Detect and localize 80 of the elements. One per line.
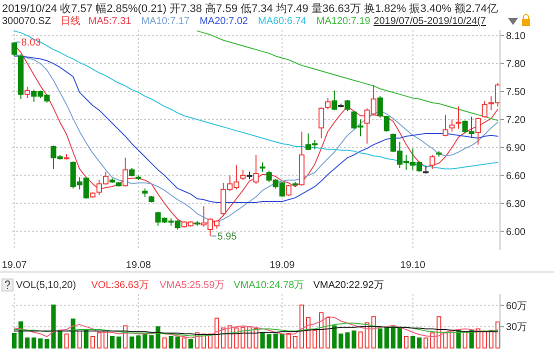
bar [12, 332, 17, 348]
chart-subtitle: 300070.SZ [2, 16, 51, 27]
candlestick [325, 98, 331, 110]
bar [136, 335, 141, 348]
text: MA5:7.31 [88, 16, 132, 27]
bar [188, 339, 193, 348]
text: MA120:7.19 [316, 16, 371, 27]
bar [338, 334, 344, 348]
bar [378, 328, 382, 348]
bar [260, 332, 265, 348]
bar [44, 339, 50, 348]
text: VOL:36.63万 [91, 280, 150, 291]
bar [116, 336, 122, 348]
y-tick-label: 6.60 [506, 170, 526, 182]
bar [397, 326, 402, 348]
bar [32, 337, 36, 348]
bar [110, 336, 115, 348]
candlestick [260, 162, 266, 172]
bar [38, 338, 43, 348]
y-tick-label: 7.50 [506, 87, 526, 98]
line-series [14, 326, 498, 335]
line-series [14, 316, 498, 339]
bar [175, 336, 180, 348]
bar [25, 337, 30, 348]
candlestick [475, 117, 481, 146]
candlestick [482, 100, 488, 118]
candlestick [332, 90, 338, 111]
x-tick-label: 19.09 [270, 260, 296, 271]
candlestick [240, 169, 246, 181]
chart-title: 2019/10/24 收7.57 幅2.85%(0.21) 开7.38 高7.59 低7.34 均7.49 量36.63万 换1.82% 振3.40% 额2.74亿 [2, 2, 498, 15]
bar [142, 334, 148, 348]
y-tick-label: 6.30 [506, 198, 526, 210]
bar [352, 330, 356, 348]
x-tick-label: 19.08 [126, 260, 152, 271]
y-tick-label: 8.10 [506, 31, 526, 42]
text: VMA5:25.59万 [160, 280, 225, 291]
text: VMA10:24.78万 [234, 280, 304, 291]
bar [410, 336, 416, 348]
candlestick [442, 114, 448, 137]
y-tick-label: 60万 [506, 300, 528, 312]
bar [280, 334, 284, 348]
y-tick-label: 6.90 [506, 142, 526, 154]
text: VMA20:22.92万 [313, 280, 384, 291]
candlestick [286, 184, 292, 196]
candlestick [24, 86, 30, 99]
bar [390, 326, 396, 348]
candlestick [456, 106, 462, 130]
y-tick-label: 6.00 [506, 226, 526, 238]
text: 2019/07/05-2019/10/24(7 [374, 16, 486, 27]
candlestick [318, 106, 324, 139]
line-series [196, 30, 498, 121]
y-tick-label: 7.80 [506, 59, 526, 70]
text: MA60:6.74 [258, 16, 307, 27]
bar [168, 336, 174, 348]
candlestick [12, 42, 18, 57]
bar [273, 334, 278, 348]
bar [130, 336, 134, 348]
bar [417, 337, 422, 348]
y-tick-label: 30万 [506, 322, 528, 334]
x-tick-label: 19.07 [2, 260, 28, 271]
x-tick-label: 19.10 [400, 260, 426, 271]
bar [266, 334, 272, 348]
line-series [14, 30, 498, 170]
bar [345, 332, 350, 348]
text: MA20:7.02 [200, 16, 248, 27]
candlestick [344, 99, 350, 112]
candlestick [122, 157, 128, 188]
y-tick-label: 7.20 [506, 114, 526, 126]
candlestick [449, 118, 455, 132]
candlestick [430, 154, 436, 170]
bar [70, 318, 76, 348]
text: MA10:7.17 [141, 16, 190, 27]
annotation: 5.95 [217, 232, 238, 243]
chart-title: VOL(5,10,20) [16, 280, 76, 291]
candlestick [253, 154, 259, 184]
bar [332, 325, 337, 348]
legend-title: 日线 [60, 15, 80, 27]
annotation: 8.03 [21, 38, 42, 49]
bar [84, 329, 88, 348]
bar [384, 326, 389, 348]
